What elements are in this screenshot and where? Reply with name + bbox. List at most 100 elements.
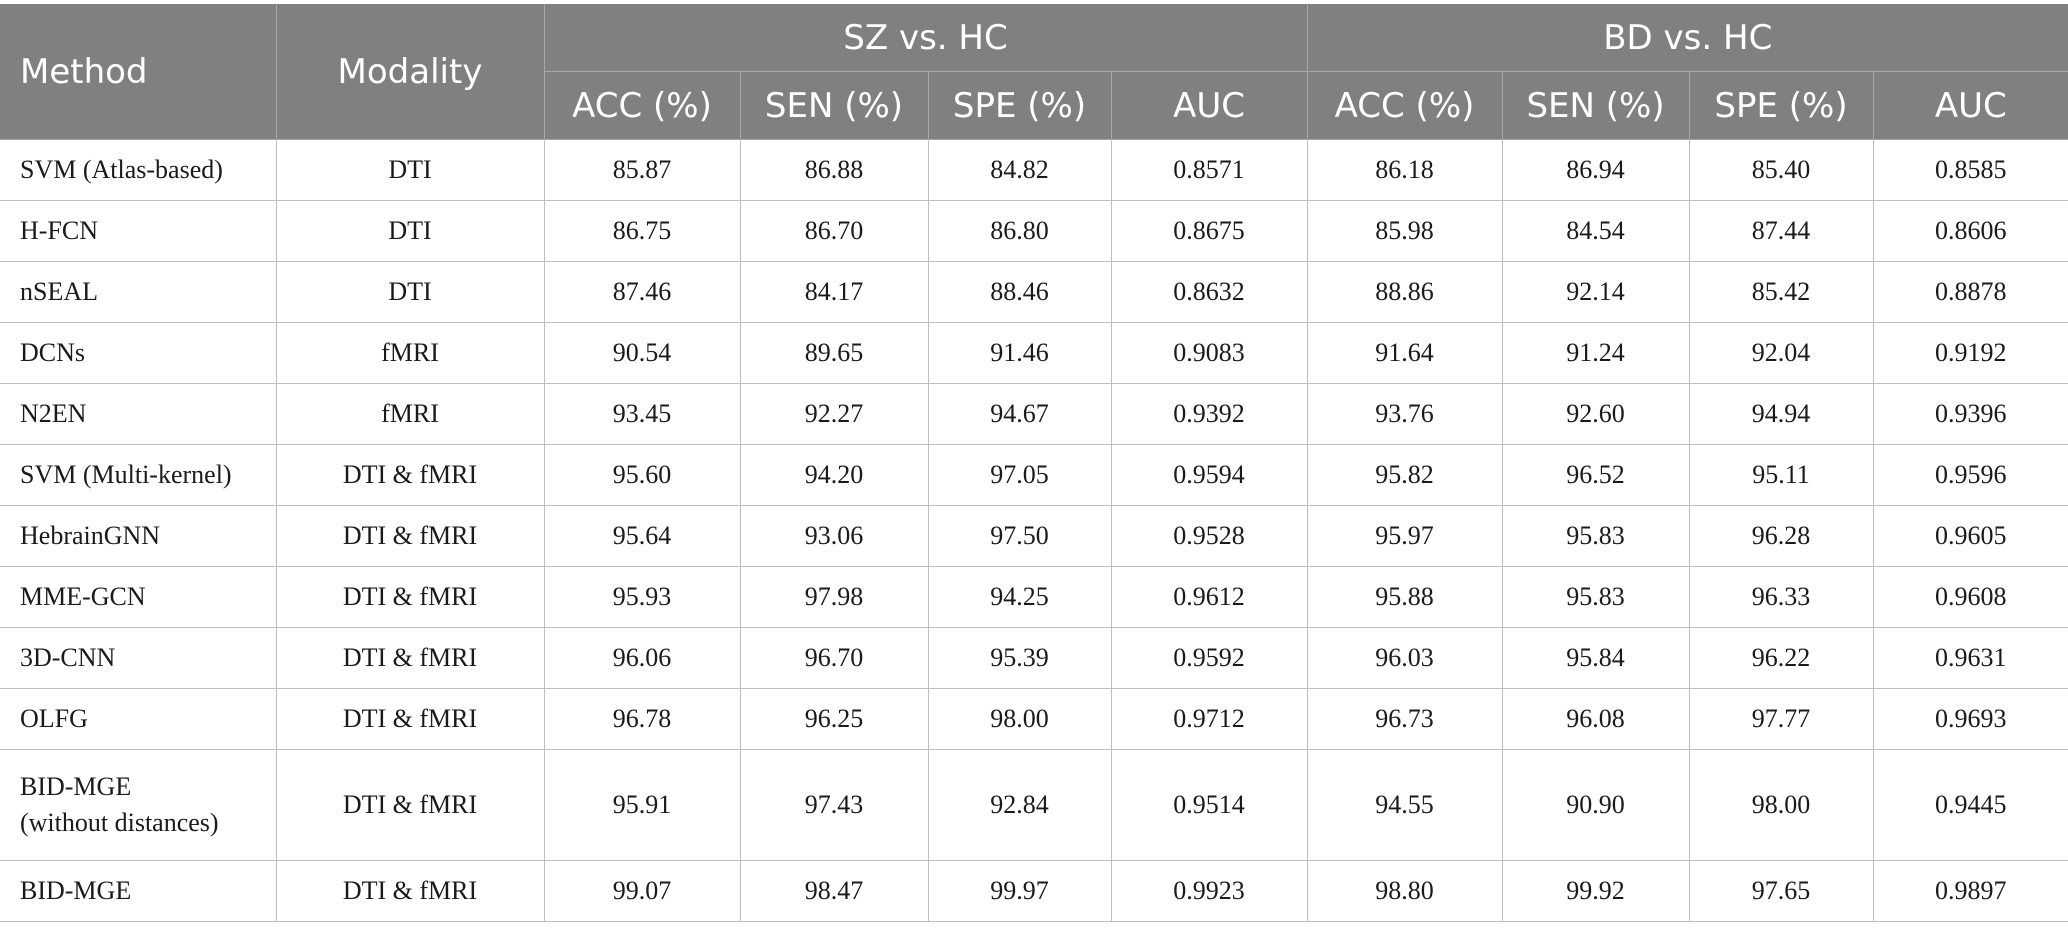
sz-sen-header: SEN (%) xyxy=(739,71,929,140)
bd-sen-cell: 95.84 xyxy=(1501,627,1690,689)
bd-spe-cell: 96.28 xyxy=(1688,505,1874,567)
sz-auc-header: AUC xyxy=(1110,71,1308,140)
sz-spe-cell: 97.05 xyxy=(927,444,1112,506)
bd-sen-cell: 96.08 xyxy=(1501,688,1690,750)
bd-acc-header: ACC (%) xyxy=(1306,71,1503,140)
bd-acc-cell: 93.76 xyxy=(1306,383,1503,445)
sz-auc-cell: 0.9392 xyxy=(1110,383,1308,445)
modality-cell: DTI xyxy=(275,261,545,323)
table-row: BID-MGE (without distances) DTI & fMRI 95.9… xyxy=(0,749,2068,861)
sz-sen-cell: 86.88 xyxy=(739,139,929,201)
sz-sen-cell: 96.25 xyxy=(739,688,929,750)
bd-sen-header: SEN (%) xyxy=(1501,71,1690,140)
method-cell: MME-GCN xyxy=(0,566,277,628)
modality-cell: DTI xyxy=(275,139,545,201)
bd-sen-cell: 92.14 xyxy=(1501,261,1690,323)
sz-auc-cell: 0.8675 xyxy=(1110,200,1308,262)
bd-spe-cell: 87.44 xyxy=(1688,200,1874,262)
sz-vs-hc-group-header: SZ vs. HC xyxy=(543,4,1308,72)
sz-spe-cell: 98.00 xyxy=(927,688,1112,750)
method-name-line: N2EN xyxy=(20,399,87,428)
modality-cell: DTI & fMRI xyxy=(275,749,545,861)
sz-spe-cell: 97.50 xyxy=(927,505,1112,567)
sz-sen-cell: 93.06 xyxy=(739,505,929,567)
method-name-line: HebrainGNN xyxy=(20,521,161,550)
modality-cell: DTI xyxy=(275,200,545,262)
sz-acc-cell: 96.78 xyxy=(543,688,741,750)
method-cell: BID-MGE (without distances) xyxy=(0,749,277,861)
table-row: H-FCN DTI 86.75 86.70 86.80 0.8675 85.98 84.54 8… xyxy=(0,200,2068,262)
method-cell: BID-MGE xyxy=(0,860,277,922)
header-row-metrics: ACC (%) SEN (%) SPE (%) AUC ACC (%) SEN … xyxy=(0,71,2068,140)
modality-cell: DTI & fMRI xyxy=(275,860,545,922)
results-table: Method Modality SZ vs. HC BD vs. HC ACC … xyxy=(0,4,2068,922)
table-row: nSEAL DTI 87.46 84.17 88.46 0.8632 88.86 92.14 8… xyxy=(0,261,2068,323)
sz-auc-cell: 0.9083 xyxy=(1110,322,1308,384)
bd-vs-hc-group-header: BD vs. HC xyxy=(1306,4,2068,72)
sz-sen-cell: 86.70 xyxy=(739,200,929,262)
sz-auc-cell: 0.8632 xyxy=(1110,261,1308,323)
bd-acc-cell: 96.03 xyxy=(1306,627,1503,689)
sz-sen-cell: 97.43 xyxy=(739,749,929,861)
bd-auc-cell: 0.9445 xyxy=(1872,749,2068,861)
table-row: N2EN fMRI 93.45 92.27 94.67 0.9392 93.76 92.60 9… xyxy=(0,383,2068,445)
sz-auc-cell: 0.9528 xyxy=(1110,505,1308,567)
bd-spe-cell: 85.40 xyxy=(1688,139,1874,201)
sz-acc-cell: 93.45 xyxy=(543,383,741,445)
method-name-line: BID-MGE xyxy=(20,876,132,905)
bd-auc-cell: 0.9608 xyxy=(1872,566,2068,628)
bd-auc-cell: 0.9897 xyxy=(1872,860,2068,922)
sz-spe-cell: 84.82 xyxy=(927,139,1112,201)
bd-spe-cell: 85.42 xyxy=(1688,261,1874,323)
bd-auc-cell: 0.9631 xyxy=(1872,627,2068,689)
bd-spe-cell: 94.94 xyxy=(1688,383,1874,445)
sz-sen-cell: 92.27 xyxy=(739,383,929,445)
table-row: HebrainGNN DTI & fMRI 95.64 93.06 97.50 0.952… xyxy=(0,505,2068,567)
method-name-line: MME-GCN xyxy=(20,582,146,611)
bd-spe-cell: 98.00 xyxy=(1688,749,1874,861)
bd-sen-cell: 90.90 xyxy=(1501,749,1690,861)
method-name-line: DCNs xyxy=(20,338,86,367)
table-body: SVM (Atlas-based) DTI 85.87 86.88 84.82 0.857… xyxy=(0,139,2068,922)
sz-acc-cell: 95.91 xyxy=(543,749,741,861)
sz-spe-cell: 99.97 xyxy=(927,860,1112,922)
modality-cell: DTI & fMRI xyxy=(275,505,545,567)
method-name-line: SVM (Atlas-based) xyxy=(20,155,223,184)
sz-acc-cell: 95.60 xyxy=(543,444,741,506)
sz-spe-cell: 94.25 xyxy=(927,566,1112,628)
header-row-groups: Method Modality SZ vs. HC BD vs. HC xyxy=(0,4,2068,140)
sz-auc-cell: 0.9923 xyxy=(1110,860,1308,922)
bd-acc-cell: 88.86 xyxy=(1306,261,1503,323)
bd-sen-cell: 86.94 xyxy=(1501,139,1690,201)
sz-spe-cell: 88.46 xyxy=(927,261,1112,323)
bd-sen-cell: 92.60 xyxy=(1501,383,1690,445)
bd-auc-cell: 0.9605 xyxy=(1872,505,2068,567)
sz-acc-cell: 99.07 xyxy=(543,860,741,922)
sz-acc-cell: 87.46 xyxy=(543,261,741,323)
bd-acc-cell: 95.97 xyxy=(1306,505,1503,567)
sz-spe-cell: 92.84 xyxy=(927,749,1112,861)
method-cell: H-FCN xyxy=(0,200,277,262)
bd-sen-cell: 99.92 xyxy=(1501,860,1690,922)
sz-sen-cell: 98.47 xyxy=(739,860,929,922)
bd-auc-cell: 0.9596 xyxy=(1872,444,2068,506)
sz-auc-cell: 0.9594 xyxy=(1110,444,1308,506)
method-cell: N2EN xyxy=(0,383,277,445)
method-name-line: 3D-CNN xyxy=(20,643,116,672)
bd-sen-cell: 95.83 xyxy=(1501,505,1690,567)
sz-spe-cell: 91.46 xyxy=(927,322,1112,384)
sz-spe-header: SPE (%) xyxy=(927,71,1112,140)
method-name-line: H-FCN xyxy=(20,216,99,245)
method-name-line: OLFG xyxy=(20,704,88,733)
sz-acc-cell: 96.06 xyxy=(543,627,741,689)
sz-acc-cell: 95.93 xyxy=(543,566,741,628)
sz-sen-cell: 94.20 xyxy=(739,444,929,506)
method-name-line: nSEAL xyxy=(20,277,98,306)
method-name-line: (without distances) xyxy=(20,808,219,837)
modality-cell: DTI & fMRI xyxy=(275,566,545,628)
bd-auc-cell: 0.8878 xyxy=(1872,261,2068,323)
modality-cell: fMRI xyxy=(275,383,545,445)
sz-auc-cell: 0.9712 xyxy=(1110,688,1308,750)
table-row: SVM (Atlas-based) DTI 85.87 86.88 84.82 0.857… xyxy=(0,139,2068,201)
sz-sen-cell: 89.65 xyxy=(739,322,929,384)
